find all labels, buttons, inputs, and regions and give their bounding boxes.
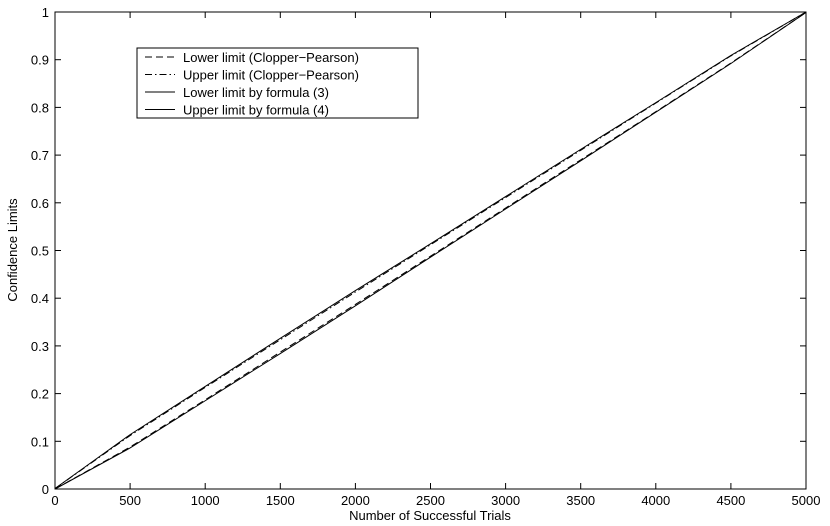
x-tick-label: 500 xyxy=(119,493,141,508)
y-tick-label: 0 xyxy=(42,482,49,497)
x-tick-label: 4500 xyxy=(716,493,745,508)
y-tick-label: 0.5 xyxy=(31,244,49,259)
y-tick-label: 0.2 xyxy=(31,387,49,402)
legend-box xyxy=(136,47,419,119)
x-tick-label: 3000 xyxy=(491,493,520,508)
legend-label: Upper limit by formula (4) xyxy=(183,103,329,118)
y-tick-label: 0.1 xyxy=(31,434,49,449)
y-tick-label: 0.6 xyxy=(31,196,49,211)
x-tick-label: 1500 xyxy=(266,493,295,508)
x-tick-label: 2000 xyxy=(341,493,370,508)
x-axis-label: Number of Successful Trials xyxy=(349,508,511,523)
series-line xyxy=(54,12,807,490)
x-tick-label: 5000 xyxy=(792,493,821,508)
x-tick-label: 3500 xyxy=(566,493,595,508)
y-tick-label: 0.8 xyxy=(31,100,49,115)
x-tick-label: 2500 xyxy=(416,493,445,508)
x-tick-label: 0 xyxy=(51,493,58,508)
legend-label: Lower limit by formula (3) xyxy=(183,85,329,100)
x-tick-label: 4000 xyxy=(641,493,670,508)
legend-label: Upper limit (Clopper−Pearson) xyxy=(183,68,359,83)
y-tick-label: 1 xyxy=(42,5,49,20)
y-tick-label: 0.7 xyxy=(31,148,49,163)
y-tick-label: 0.3 xyxy=(31,339,49,354)
y-tick-label: 0.4 xyxy=(31,291,49,306)
x-tick-label: 1000 xyxy=(191,493,220,508)
legend-label: Lower limit (Clopper−Pearson) xyxy=(183,50,359,65)
y-tick-label: 0.9 xyxy=(31,53,49,68)
series-line xyxy=(54,11,807,489)
y-axis-label: Confidence Limits xyxy=(5,198,20,302)
